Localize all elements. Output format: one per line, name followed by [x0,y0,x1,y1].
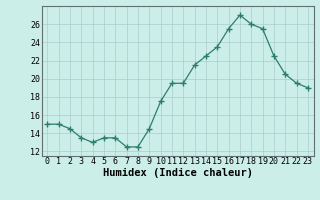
X-axis label: Humidex (Indice chaleur): Humidex (Indice chaleur) [103,168,252,178]
